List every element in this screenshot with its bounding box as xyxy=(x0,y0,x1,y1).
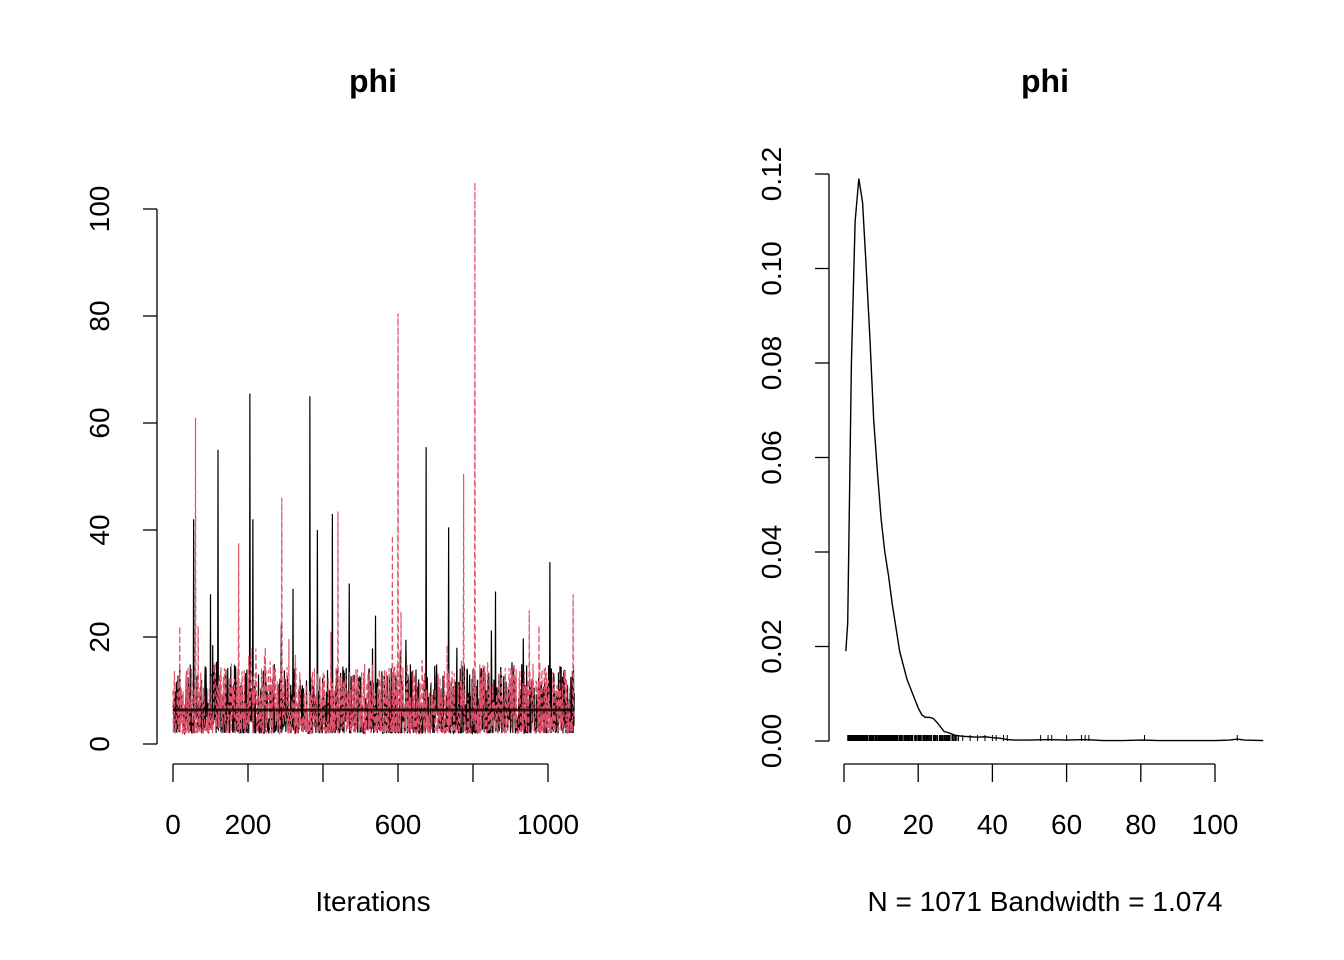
trace-y-tick-label: 40 xyxy=(84,514,115,545)
density-y-tick-label: 0.04 xyxy=(756,525,787,580)
trace-y-tick-label: 100 xyxy=(84,186,115,233)
trace-y-tick-label: 80 xyxy=(84,300,115,331)
density-x-tick-label: 40 xyxy=(977,809,1008,840)
density-plot: phi 0.00 0.02 0.04 0.06 0.08 0.10 0.12 0 20 40 60… xyxy=(756,63,1264,917)
density-x-tick-label: 100 xyxy=(1192,809,1239,840)
trace-x-tick-label: 200 xyxy=(225,809,272,840)
density-y-ticks: 0.00 0.02 0.04 0.06 0.08 0.10 0.12 xyxy=(756,147,829,769)
density-y-tick-label: 0.02 xyxy=(756,619,787,674)
density-y-tick-label: 0.08 xyxy=(756,336,787,391)
trace-x-label: Iterations xyxy=(315,886,430,917)
trace-y-ticks: 0 20 40 60 80 100 xyxy=(84,186,157,752)
trace-x-tick-label: 1000 xyxy=(517,809,579,840)
density-y-tick-label: 0.10 xyxy=(756,241,787,296)
trace-series-group xyxy=(172,182,575,736)
density-rug-marks xyxy=(847,735,1238,741)
trace-y-tick-label: 60 xyxy=(84,407,115,438)
density-x-tick-label: 80 xyxy=(1125,809,1156,840)
density-y-tick-label: 0.00 xyxy=(756,714,787,769)
density-y-tick-label: 0.06 xyxy=(756,430,787,485)
chain-2-trace xyxy=(172,182,575,736)
chain-1-trace xyxy=(172,393,575,736)
density-rug xyxy=(847,735,1238,741)
density-x-label: N = 1071 Bandwidth = 1.074 xyxy=(868,886,1223,917)
density-x-tick-label: 20 xyxy=(903,809,934,840)
trace-x-tick-label: 0 xyxy=(165,809,181,840)
trace-x-ticks: 0 200 600 1000 xyxy=(165,764,579,840)
trace-y-tick-label: 0 xyxy=(84,736,115,752)
density-x-ticks: 0 20 40 60 80 100 xyxy=(836,764,1238,840)
trace-y-tick-label: 20 xyxy=(84,621,115,652)
density-x-tick-label: 0 xyxy=(836,809,852,840)
density-plot-title: phi xyxy=(1021,63,1069,99)
density-y-tick-label: 0.12 xyxy=(756,147,787,202)
trace-x-tick-label: 600 xyxy=(375,809,422,840)
trace-plot: phi 0 20 40 60 80 100 0 200 600 1000 Iterations xyxy=(84,63,579,917)
trace-plot-title: phi xyxy=(349,63,397,99)
density-curve xyxy=(845,178,1264,742)
density-x-tick-label: 60 xyxy=(1051,809,1082,840)
